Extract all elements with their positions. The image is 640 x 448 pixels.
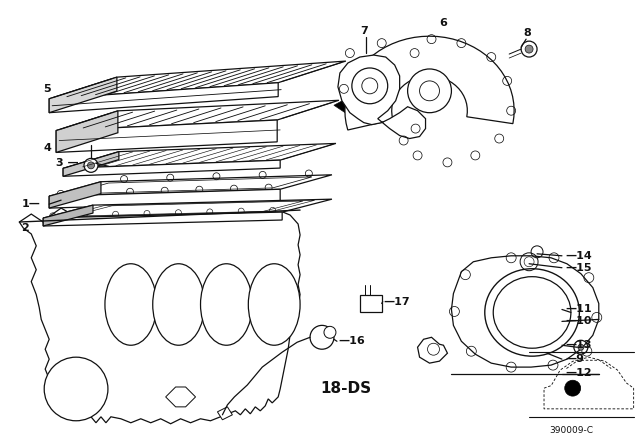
Text: —9: —9 (565, 354, 584, 364)
Text: —11: —11 (565, 305, 591, 314)
Polygon shape (345, 36, 514, 130)
Circle shape (324, 326, 336, 338)
Polygon shape (218, 407, 232, 420)
Circle shape (525, 45, 533, 53)
Circle shape (310, 325, 334, 349)
Polygon shape (49, 175, 332, 196)
Polygon shape (63, 152, 119, 177)
Polygon shape (56, 111, 118, 152)
Polygon shape (49, 83, 278, 113)
Polygon shape (451, 256, 599, 367)
Polygon shape (49, 182, 101, 208)
Ellipse shape (248, 264, 300, 345)
Text: —12: —12 (565, 368, 591, 378)
Text: 18-DS: 18-DS (320, 381, 371, 396)
Polygon shape (44, 212, 282, 226)
Text: 7: 7 (360, 26, 367, 36)
Text: —16: —16 (338, 336, 365, 346)
Text: 1—: 1— (21, 199, 40, 209)
Text: —15: —15 (565, 263, 591, 273)
Text: 2: 2 (21, 223, 29, 233)
Circle shape (84, 159, 98, 172)
Polygon shape (166, 387, 196, 407)
Ellipse shape (105, 264, 157, 345)
Polygon shape (44, 205, 93, 226)
Polygon shape (63, 143, 336, 168)
Polygon shape (56, 120, 277, 152)
Text: 4: 4 (44, 143, 51, 154)
Circle shape (88, 162, 95, 169)
Text: 3 —: 3 — (56, 159, 79, 168)
Polygon shape (338, 55, 426, 138)
Polygon shape (63, 160, 280, 177)
Ellipse shape (153, 264, 205, 345)
Circle shape (408, 69, 451, 113)
Ellipse shape (200, 264, 252, 345)
Polygon shape (19, 208, 300, 424)
Polygon shape (44, 199, 332, 218)
Polygon shape (360, 294, 381, 312)
Ellipse shape (493, 277, 571, 348)
Text: —10: —10 (565, 316, 591, 327)
Text: —17: —17 (384, 297, 410, 306)
Polygon shape (49, 77, 117, 113)
Circle shape (564, 380, 580, 396)
Circle shape (352, 68, 388, 104)
Text: 6: 6 (440, 18, 447, 28)
Text: 8: 8 (523, 28, 531, 38)
Polygon shape (417, 337, 447, 363)
Circle shape (44, 357, 108, 421)
Text: —14: —14 (565, 251, 592, 261)
Text: —13: —13 (565, 340, 591, 350)
Circle shape (578, 344, 584, 350)
Polygon shape (49, 189, 280, 208)
Polygon shape (56, 100, 339, 130)
Polygon shape (334, 97, 349, 113)
Text: 390009-C: 390009-C (549, 426, 593, 435)
Text: 5: 5 (44, 84, 51, 94)
Ellipse shape (484, 269, 579, 356)
Polygon shape (49, 61, 346, 99)
